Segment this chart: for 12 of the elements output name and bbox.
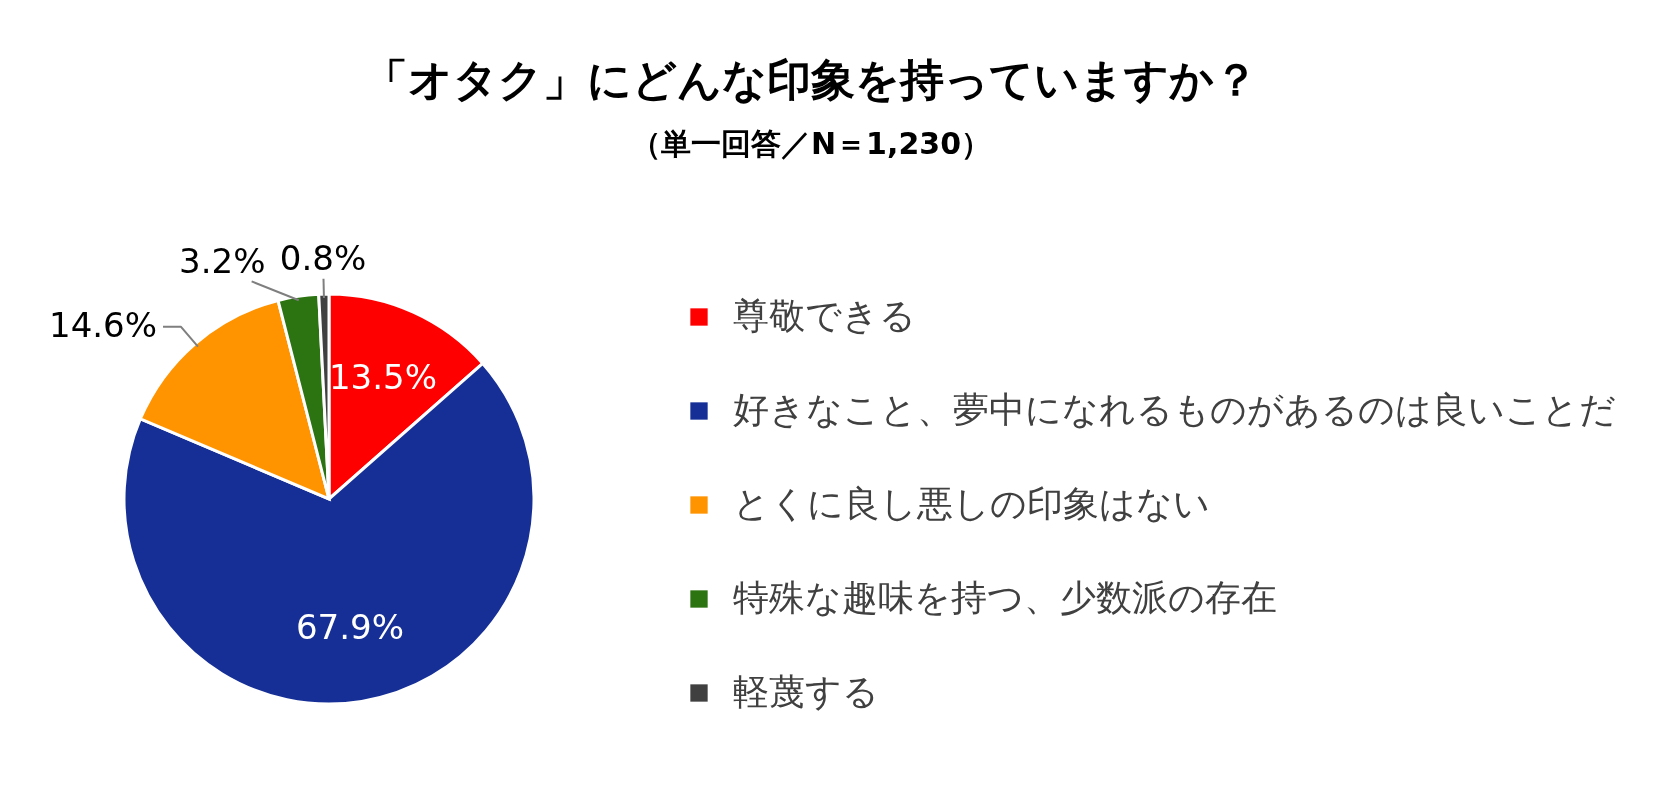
- data-label: 13.5%: [328, 357, 437, 398]
- chart-title: 「オタク」にどんな印象を持っていますか？: [364, 54, 1258, 105]
- legend-label: とくに良し悪しの印象はない: [733, 483, 1210, 524]
- legend-label: 尊敬できる: [733, 295, 916, 336]
- legend-label: 特殊な趣味を持つ、少数派の存在: [733, 577, 1277, 618]
- data-label: 67.9%: [295, 606, 404, 647]
- data-label: 0.8%: [279, 238, 367, 279]
- data-label: 3.2%: [179, 240, 266, 281]
- legend-label: 好きなこと、夢中になれるものがあるのは良いことだ: [733, 389, 1616, 430]
- chart-subtitle: （単一回答／N＝1,230）: [631, 126, 991, 161]
- legend-label: 軽蔑する: [733, 671, 879, 712]
- data-label: 14.6%: [49, 304, 158, 345]
